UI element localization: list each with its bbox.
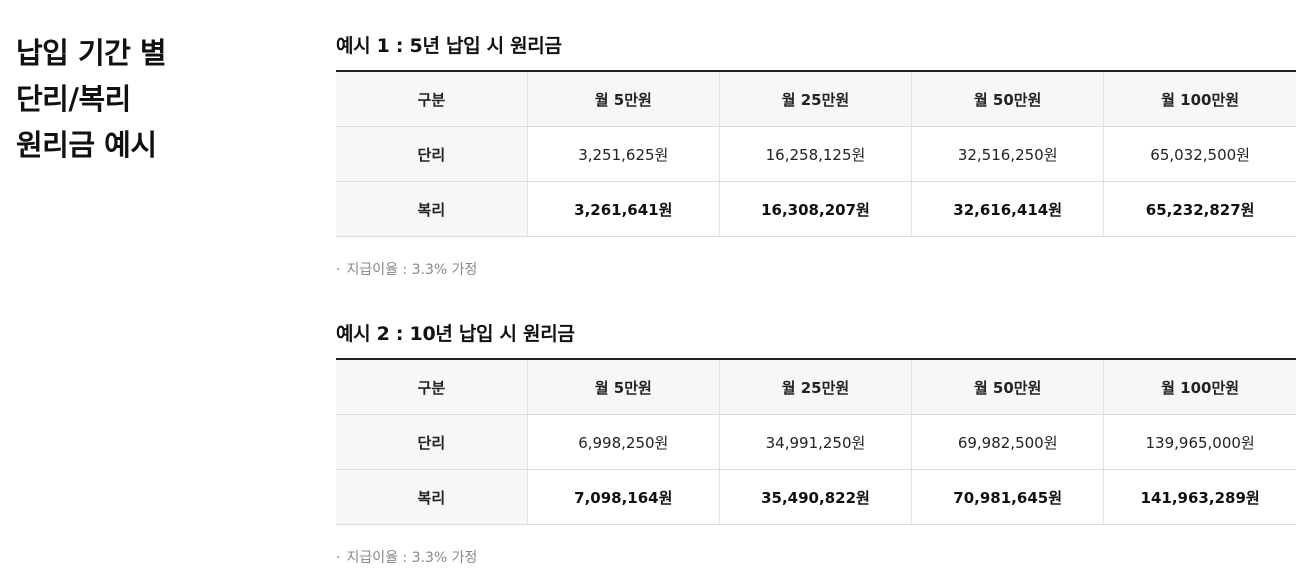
table-row-simple-interest: 단리 6,998,250원 34,991,250원 69,982,500원 13… (336, 414, 1296, 470)
page-title: 납입 기간 별 단리/복리 원리금 예시 (16, 30, 276, 168)
table-row-simple-interest: 단리 3,251,625원 16,258,125원 32,516,250원 65… (336, 126, 1296, 182)
table-header-row: 구분 월 5만원 월 25만원 월 50만원 월 100만원 (336, 71, 1296, 127)
table-row-compound-interest: 복리 7,098,164원 35,490,822원 70,981,645원 14… (336, 469, 1296, 525)
example-1-table: 구분 월 5만원 월 25만원 월 50만원 월 100만원 단리 3,251,… (336, 70, 1296, 237)
bullet-dot: · (336, 550, 341, 566)
column-header-25man: 월 25만원 (718, 359, 912, 415)
page-title-line-3: 원리금 예시 (16, 128, 157, 162)
column-header-100man: 월 100만원 (1103, 359, 1296, 415)
example-1-note: · 지급이율 : 3.3% 가정 (336, 259, 1296, 281)
table-row-compound-interest: 복리 3,261,641원 16,308,207원 32,616,414원 65… (336, 181, 1296, 237)
table-cell: 3,261,641원 (526, 181, 720, 237)
table-cell: 32,616,414원 (911, 181, 1104, 237)
table-cell: 141,963,289원 (1103, 469, 1296, 525)
column-header-50man: 월 50만원 (911, 359, 1104, 415)
table-cell: 139,965,000원 (1103, 414, 1296, 470)
table-cell: 34,991,250원 (718, 414, 912, 470)
example-2-table: 구분 월 5만원 월 25만원 월 50만원 월 100만원 단리 6,998,… (336, 358, 1296, 525)
table-cell: 65,032,500원 (1103, 126, 1296, 182)
example-1-title: 예시 1 : 5년 납입 시 원리금 (336, 35, 562, 57)
table-cell: 69,982,500원 (911, 414, 1104, 470)
page-title-line-1: 납입 기간 별 (16, 36, 167, 70)
note-text: 지급이율 : 3.3% 가정 (346, 262, 478, 278)
row-label-compound: 복리 (336, 469, 528, 525)
column-header-category: 구분 (336, 71, 528, 127)
row-label-simple: 단리 (336, 414, 528, 470)
column-header-100man: 월 100만원 (1103, 71, 1296, 127)
column-header-category: 구분 (336, 359, 528, 415)
column-header-5man: 월 5만원 (526, 71, 720, 127)
table-cell: 7,098,164원 (526, 469, 720, 525)
example-2-note: · 지급이율 : 3.3% 가정 (336, 547, 1296, 569)
page-title-line-2: 단리/복리 (16, 82, 131, 116)
table-cell: 35,490,822원 (718, 469, 912, 525)
table-cell: 3,251,625원 (526, 126, 720, 182)
row-label-simple: 단리 (336, 126, 528, 182)
example-2-title: 예시 2 : 10년 납입 시 원리금 (336, 323, 575, 345)
note-text: 지급이율 : 3.3% 가정 (346, 550, 478, 566)
table-cell: 16,308,207원 (718, 181, 912, 237)
example-1-section: 예시 1 : 5년 납입 시 원리금 구분 월 5만원 월 25만원 월 50만… (336, 32, 1296, 281)
column-header-25man: 월 25만원 (718, 71, 912, 127)
table-cell: 32,516,250원 (911, 126, 1104, 182)
bullet-dot: · (336, 262, 341, 278)
table-cell: 16,258,125원 (718, 126, 912, 182)
example-2-section: 예시 2 : 10년 납입 시 원리금 구분 월 5만원 월 25만원 월 50… (336, 320, 1296, 569)
table-header-row: 구분 월 5만원 월 25만원 월 50만원 월 100만원 (336, 359, 1296, 415)
column-header-5man: 월 5만원 (526, 359, 720, 415)
table-cell: 6,998,250원 (526, 414, 720, 470)
column-header-50man: 월 50만원 (911, 71, 1104, 127)
row-label-compound: 복리 (336, 181, 528, 237)
table-cell: 65,232,827원 (1103, 181, 1296, 237)
table-cell: 70,981,645원 (911, 469, 1104, 525)
